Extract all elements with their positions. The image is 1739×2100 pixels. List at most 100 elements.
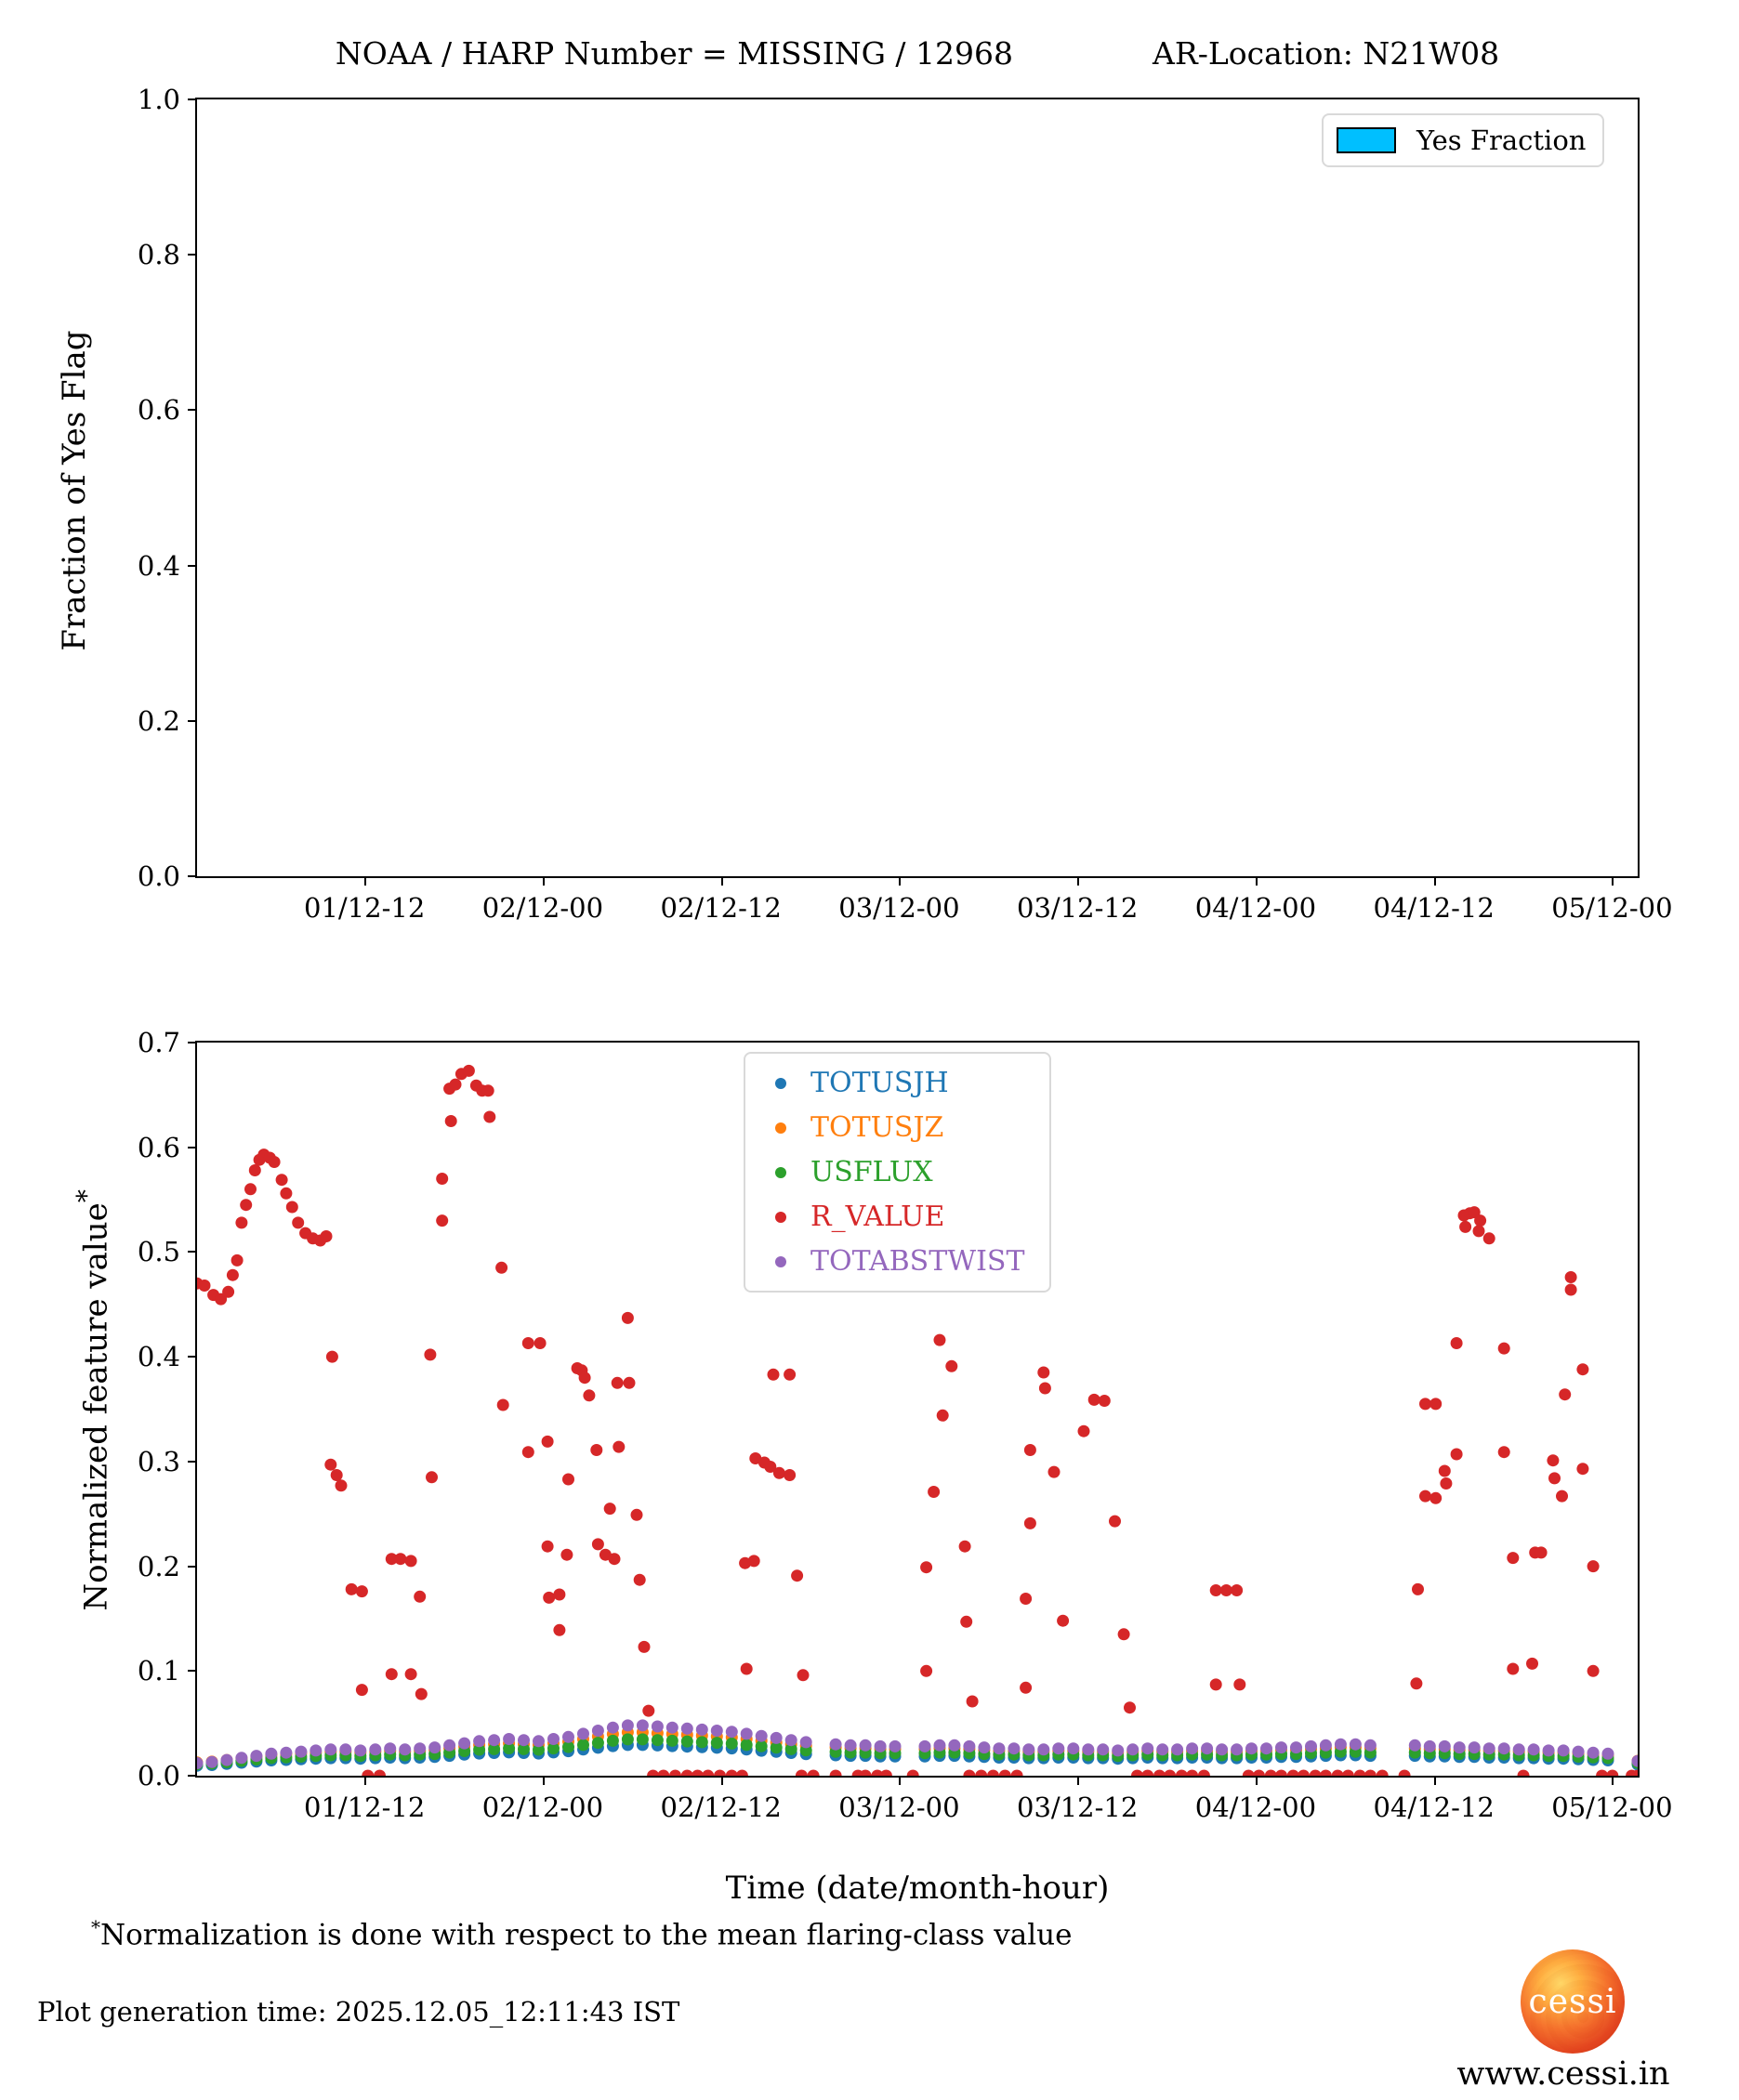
y-tick-mark (188, 1146, 195, 1148)
feature-value-chart-canvas (197, 1064, 1638, 1776)
x-tick-mark (720, 1778, 723, 1785)
y-tick-mark (188, 1565, 195, 1568)
x-tick-label: 02/12-00 (481, 1792, 604, 1823)
y-tick-label: 0.3 (137, 1445, 180, 1477)
bottom-x-axis-label: Time (date/month-hour) (725, 1870, 1110, 1907)
series-totusjh (197, 1739, 1638, 1772)
title-harp: NOAA / HARP Number = MISSING / 12968 (335, 35, 1014, 72)
x-tick-mark (542, 1778, 545, 1785)
y-tick-mark (188, 719, 195, 722)
series-usflux (197, 1733, 1638, 1771)
x-tick-label: 03/12-00 (838, 1792, 960, 1823)
legend-marker-icon (775, 1077, 786, 1089)
x-tick-mark (1255, 878, 1258, 886)
legend-marker-icon (775, 1211, 786, 1223)
y-tick-label: 0.0 (137, 1760, 180, 1792)
y-tick-label: 0.4 (137, 1341, 180, 1373)
legend-item-totusjh[interactable]: TOTUSJH (762, 1067, 1025, 1099)
legend-marker-icon (775, 1166, 786, 1178)
yes-fraction-chart-canvas (197, 99, 1638, 876)
x-tick-label: 04/12-00 (1194, 892, 1317, 924)
legend-item-label: TOTUSJZ (810, 1111, 944, 1144)
y-tick-mark (188, 98, 195, 100)
series-r_value (197, 1064, 1638, 1776)
x-tick-label: 03/12-00 (838, 892, 960, 924)
legend-item-label: TOTUSJH (810, 1067, 949, 1099)
cessi-website-link[interactable]: www.cessi.in (1456, 2055, 1670, 2093)
y-tick-mark (188, 254, 195, 256)
y-tick-label: 0.2 (137, 704, 180, 737)
x-tick-mark (1433, 878, 1436, 886)
yes-fraction-chart-axes (195, 98, 1640, 878)
x-tick-mark (1433, 1778, 1436, 1785)
y-tick-mark (188, 409, 195, 412)
y-tick-label: 0.5 (137, 1236, 180, 1268)
top-y-axis-label: Fraction of Yes Flag (56, 330, 93, 651)
ylabel-asterisk: * (71, 1189, 102, 1203)
y-tick-label: 0.8 (137, 239, 180, 271)
page-title: NOAA / HARP Number = MISSING / 12968 AR-… (195, 35, 1640, 72)
x-tick-mark (1255, 1778, 1258, 1785)
x-tick-label: 03/12-12 (1017, 892, 1139, 924)
title-ar-location: AR-Location: N21W08 (1153, 35, 1500, 72)
y-tick-mark (188, 875, 195, 877)
y-tick-mark (188, 1460, 195, 1463)
y-tick-mark (188, 1670, 195, 1673)
y-tick-label: 0.6 (137, 394, 180, 427)
x-tick-mark (899, 878, 902, 886)
y-tick-mark (188, 1775, 195, 1777)
x-tick-label: 05/12-00 (1551, 1792, 1673, 1823)
y-tick-mark (188, 1356, 195, 1358)
generation-timestamp: Plot generation time: 2025.12.05_12:11:4… (37, 1996, 680, 2028)
legend-item-usflux[interactable]: USFLUX (762, 1156, 1025, 1188)
footnote-asterisk: * (91, 1916, 100, 1938)
y-tick-mark (188, 1042, 195, 1043)
x-tick-label: 04/12-12 (1373, 892, 1495, 924)
x-tick-mark (364, 1778, 367, 1785)
y-tick-label: 0.1 (137, 1655, 180, 1687)
legend-item-r_value[interactable]: R_VALUE (762, 1201, 1025, 1233)
normalization-footnote: *Normalization is done with respect to t… (91, 1916, 1073, 1952)
y-tick-label: 0.4 (137, 549, 180, 582)
legend-item-label: USFLUX (810, 1156, 933, 1188)
legend-item-label: TOTABSTWIST (810, 1245, 1025, 1278)
legend-marker-icon (775, 1122, 786, 1134)
x-tick-mark (364, 878, 367, 886)
x-tick-mark (899, 1778, 902, 1785)
series-totusjz (197, 1726, 1638, 1769)
series-totabstwist (197, 1719, 1638, 1769)
x-tick-label: 02/12-12 (660, 1792, 782, 1823)
x-tick-mark (1612, 878, 1614, 886)
cessi-logo-text: cessi (1528, 1982, 1617, 2021)
y-tick-mark (188, 564, 195, 567)
legend-item-label: R_VALUE (810, 1201, 945, 1233)
y-tick-label: 0.2 (137, 1550, 180, 1582)
x-tick-label: 04/12-12 (1373, 1792, 1495, 1823)
feature-series-legend: TOTUSJH TOTUSJZ USFLUX R_VALUE TOTABSTWIST (744, 1052, 1051, 1293)
x-tick-mark (542, 878, 545, 886)
x-tick-label: 04/12-00 (1194, 1792, 1317, 1823)
x-tick-mark (1077, 1778, 1080, 1785)
y-tick-label: 0.6 (137, 1131, 180, 1163)
legend-marker-icon (775, 1255, 786, 1267)
x-tick-mark (720, 878, 723, 886)
x-tick-label: 01/12-12 (304, 1792, 426, 1823)
x-tick-mark (1612, 1778, 1614, 1785)
x-tick-mark (1077, 878, 1080, 886)
legend-item-totabstwist[interactable]: TOTABSTWIST (762, 1245, 1025, 1278)
y-tick-label: 0.7 (137, 1027, 180, 1058)
yes-fraction-legend-label: Yes Fraction (1416, 125, 1587, 156)
bottom-y-axis-label: Normalized feature value* (71, 1189, 115, 1611)
y-tick-mark (188, 1251, 195, 1253)
x-tick-label: 01/12-12 (304, 892, 426, 924)
legend-item-totusjz[interactable]: TOTUSJZ (762, 1111, 1025, 1144)
yes-fraction-legend: Yes Fraction (1322, 113, 1605, 167)
y-tick-label: 0.0 (137, 860, 180, 892)
yes-fraction-swatch (1337, 127, 1396, 153)
cessi-logo: cessi (1521, 1949, 1625, 2054)
x-tick-label: 05/12-00 (1551, 892, 1673, 924)
x-tick-label: 02/12-12 (660, 892, 782, 924)
x-tick-label: 02/12-00 (481, 892, 604, 924)
x-tick-label: 03/12-12 (1017, 1792, 1139, 1823)
